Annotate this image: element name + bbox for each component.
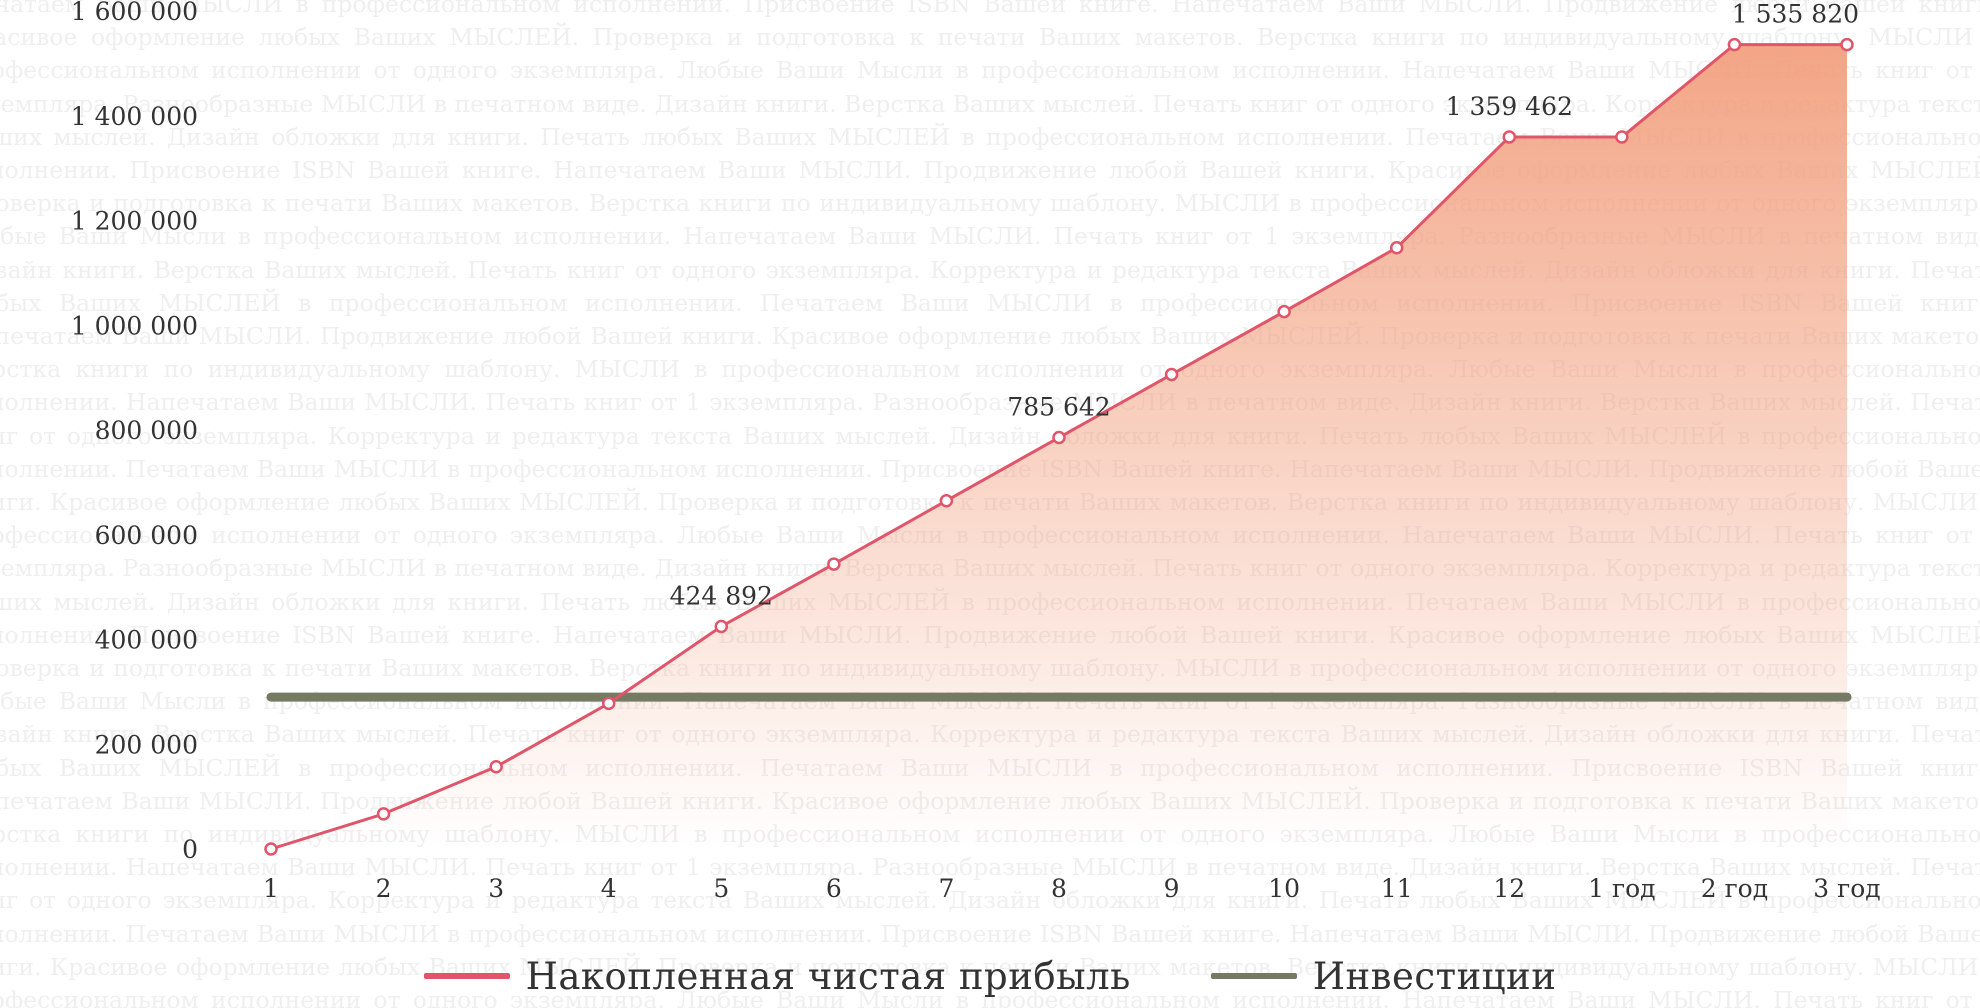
x-tick-label: 1 [263,874,279,903]
series-areas [271,44,1847,850]
profit-point [264,842,278,856]
series-markers [264,37,1854,856]
profit-point [376,807,391,821]
profit-point [601,696,616,711]
x-tick-label: 3 [488,874,504,903]
legend-item-investment[interactable]: Инвестиции [1210,954,1557,998]
profit-point [1389,240,1404,255]
profit-point [1502,130,1517,144]
profit-data-label: 785 642 [1007,393,1110,422]
x-tick-label: 8 [1051,874,1067,903]
profit-point [939,493,954,508]
x-tick-label: 5 [713,874,729,903]
y-tick-label: 800 000 [95,416,198,445]
x-tick-label: 3 год [1813,874,1880,903]
profit-point [1727,37,1742,52]
profit-data-label: 1 359 462 [1446,92,1573,121]
profit-point [1277,304,1291,319]
legend-label-profit: Накопленная чистая прибыль [525,954,1131,998]
profit-point [714,619,729,634]
profit-data-label: 424 892 [670,581,773,610]
legend-swatch-investment [1210,973,1297,979]
profit-point [1840,37,1854,52]
x-tick-label: 2 год [1701,874,1768,903]
legend-item-profit[interactable]: Накопленная чистая прибыль [423,954,1131,998]
y-tick-label: 600 000 [95,521,198,550]
profit-point [489,760,503,774]
profit-point [827,557,841,571]
y-tick-label: 1 400 000 [71,102,198,131]
x-tick-label: 7 [938,874,954,903]
profit-point [1164,367,1179,382]
y-tick-label: 1 200 000 [71,207,198,236]
y-axis-tick-labels: 0 200 000 400 000 600 000 800 000 1 000 000 1 … [71,0,198,864]
x-tick-label: 9 [1164,874,1180,903]
x-tick-label: 4 [601,874,617,903]
legend-label-investment: Инвестиции [1312,954,1557,998]
x-tick-label: 12 [1493,874,1525,903]
legend: Накопленная чистая прибыль Инвестиции [0,952,1980,1000]
x-tick-label: 6 [826,874,842,903]
x-axis-tick-labels: 1 2 3 4 5 6 7 8 9 10 11 12 1 год 2 год 3 год [263,874,1881,903]
y-tick-label: 200 000 [95,730,198,759]
x-tick-label: 11 [1381,874,1413,903]
data-labels: 424 892 785 642 1 359 462 1 535 820 [670,0,1859,610]
y-tick-label: 1 000 000 [71,311,198,340]
x-tick-label: 10 [1268,874,1300,903]
profit-point [1615,130,1629,144]
profit-point [1052,430,1066,445]
profit-data-label: 1 535 820 [1732,0,1859,29]
y-tick-label: 0 [182,835,198,864]
x-tick-label: 1 год [1588,874,1655,903]
y-tick-label: 400 000 [95,626,198,655]
profit-area [271,44,1847,850]
y-tick-label: 1 600 000 [71,0,198,26]
x-tick-label: 2 [376,874,392,903]
legend-swatch-profit [423,973,510,979]
